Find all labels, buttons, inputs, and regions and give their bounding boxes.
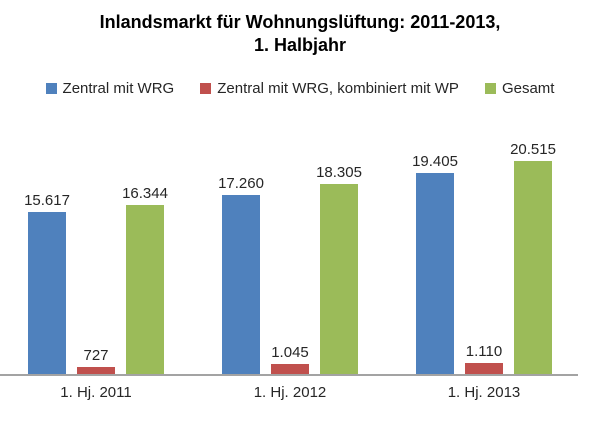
legend-label: Gesamt [501,80,555,97]
bar-zentral-mit-wrg-1-hj-2013 [416,173,454,375]
bar-value-label: 20.515 [510,141,556,158]
bar-column-gesamt-1-hj-2013: 20.515 [510,141,556,375]
bar-gesamt-1-hj-2012 [320,184,358,375]
bar-gesamt-1-hj-2011 [126,205,164,375]
category-label-1-hj-2013: 1. Hj. 2013 [447,384,521,401]
category-label-1-hj-2012: 1. Hj. 2012 [253,384,327,401]
category-axis-labels: 1. Hj. 2011 1. Hj. 2012 1. Hj. 2013 [28,384,552,401]
bar-value-label: 19.405 [412,153,458,170]
bar-column-zentral-mit-wrg-kombiniert-mit-wp-1-hj-2011: 727 [77,347,115,375]
bar-column-zentral-mit-wrg-kombiniert-mit-wp-1-hj-2012: 1.045 [271,344,309,375]
bar-value-label: 17.260 [218,175,264,192]
bar-column-zentral-mit-wrg-1-hj-2012: 17.260 [218,175,264,375]
legend-swatch-zentral-mit-wrg-kombiniert-mit-wp [200,83,212,94]
bar-gesamt-1-hj-2013 [514,161,552,375]
bar-group-1-hj-2011: 15.617 727 16.344 [24,185,168,375]
legend-label: Zentral mit WRG, kombiniert mit WP [217,80,459,97]
bar-value-label: 727 [83,347,109,364]
legend-item-zentral-mit-wrg: Zentral mit WRG [45,80,175,97]
bar-column-zentral-mit-wrg-1-hj-2013: 19.405 [412,153,458,375]
bar-zentral-mit-wrg-1-hj-2012 [222,195,260,375]
legend-item-zentral-mit-wrg-kombiniert-mit-wp: Zentral mit WRG, kombiniert mit WP [200,80,459,97]
legend-item-gesamt: Gesamt [484,80,555,97]
bar-value-label: 15.617 [24,192,70,209]
bar-value-label: 1.045 [271,344,309,361]
bar-zentral-mit-wrg-kombiniert-mit-wp-1-hj-2013 [465,363,503,375]
bar-group-1-hj-2013: 19.405 1.110 20.515 [412,141,556,375]
plot-area: 15.617 727 16.344 17.260 1.045 18.305 19.405 1.… [24,140,556,375]
legend: Zentral mit WRG Zentral mit WRG, kombinie… [0,80,600,97]
bar-value-label: 16.344 [122,185,168,202]
bar-column-zentral-mit-wrg-1-hj-2011: 15.617 [24,192,70,375]
bar-value-label: 18.305 [316,164,362,181]
x-axis-line [0,374,578,376]
bar-value-label: 1.110 [465,343,503,360]
chart-title-line1: Inlandsmarkt für Wohnungslüftung: 2011-2… [99,12,501,32]
legend-swatch-zentral-mit-wrg [45,83,57,94]
bar-zentral-mit-wrg-kombiniert-mit-wp-1-hj-2011 [77,367,115,375]
bar-column-gesamt-1-hj-2011: 16.344 [122,185,168,375]
legend-swatch-gesamt [484,83,496,94]
category-label-1-hj-2011: 1. Hj. 2011 [60,384,132,401]
legend-label: Zentral mit WRG [62,80,175,97]
bar-zentral-mit-wrg-kombiniert-mit-wp-1-hj-2012 [271,364,309,375]
chart-title-line2: 1. Halbjahr [253,35,347,55]
bar-column-zentral-mit-wrg-kombiniert-mit-wp-1-hj-2013: 1.110 [465,343,503,375]
chart-title: Inlandsmarkt für Wohnungslüftung: 2011-2… [0,11,600,57]
bar-zentral-mit-wrg-1-hj-2011 [28,212,66,375]
bar-column-gesamt-1-hj-2012: 18.305 [316,164,362,375]
bar-group-1-hj-2012: 17.260 1.045 18.305 [218,164,362,375]
